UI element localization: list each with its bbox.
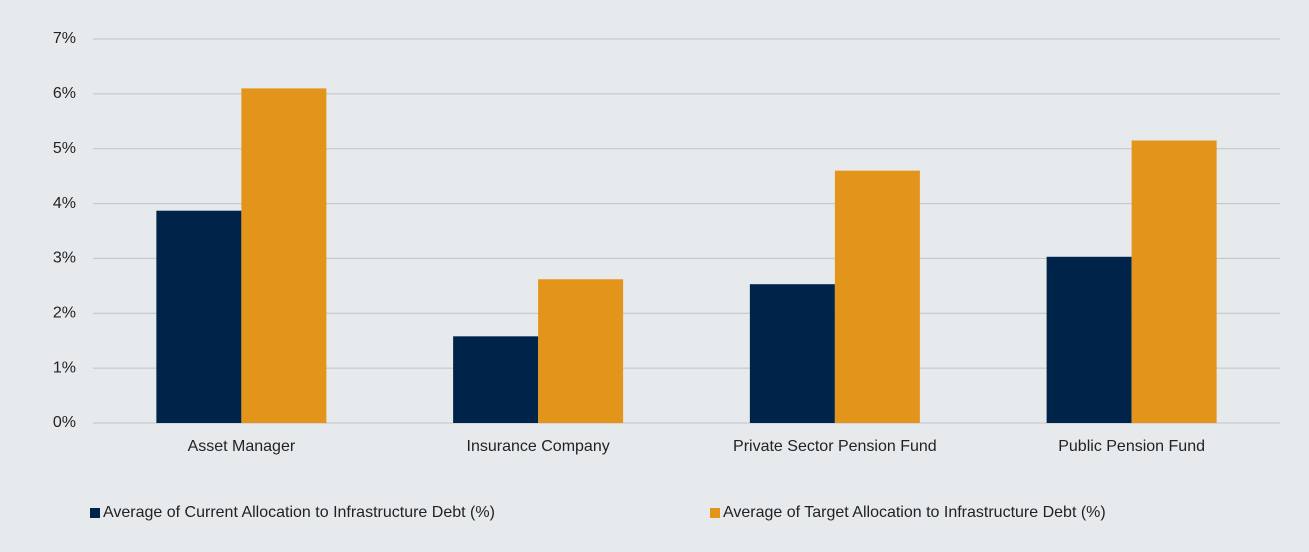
y-tick-label: 1% — [53, 359, 76, 376]
bar — [241, 88, 327, 423]
x-tick-label: Public Pension Fund — [1058, 438, 1205, 455]
bar — [156, 210, 242, 423]
bar — [749, 284, 835, 423]
legend-label: Average of Current Allocation to Infrast… — [103, 504, 495, 521]
y-tick-label: 5% — [53, 140, 76, 157]
legend-label: Average of Target Allocation to Infrastr… — [723, 504, 1106, 521]
bar — [453, 336, 539, 423]
legend-swatch — [710, 508, 720, 518]
y-tick-label: 6% — [53, 85, 76, 102]
bar — [834, 170, 920, 423]
legend-swatch — [90, 508, 100, 518]
x-tick-label: Private Sector Pension Fund — [733, 438, 937, 455]
y-tick-label: 4% — [53, 195, 76, 212]
bar — [1046, 256, 1132, 423]
y-tick-label: 3% — [53, 250, 76, 267]
y-tick-label: 2% — [53, 305, 76, 322]
bar — [538, 279, 624, 423]
x-tick-label: Asset Manager — [188, 438, 296, 455]
y-tick-label: 0% — [53, 414, 76, 431]
bar — [1131, 140, 1217, 423]
y-tick-label: 7% — [53, 30, 76, 47]
x-tick-label: Insurance Company — [467, 438, 610, 455]
